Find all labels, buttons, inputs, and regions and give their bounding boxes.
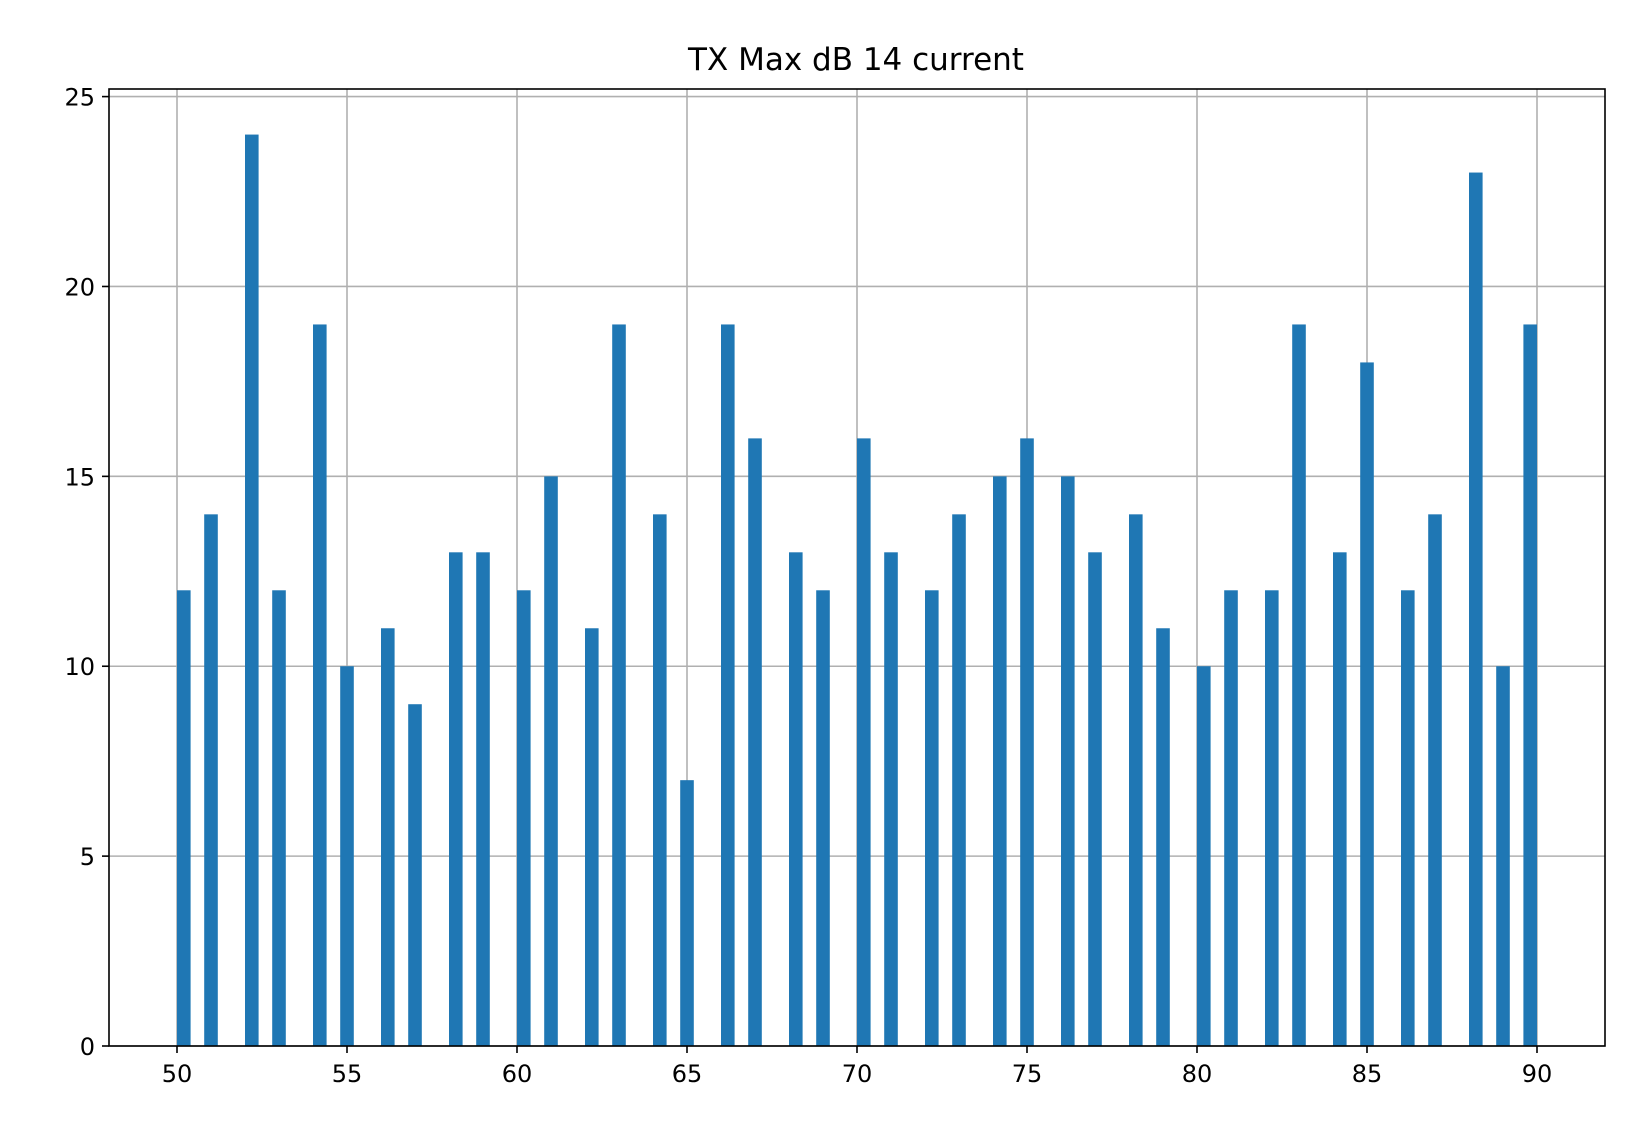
bar [340,666,354,1046]
bar [612,324,626,1046]
bar [1061,476,1075,1046]
bar [1156,628,1170,1046]
y-tick-label: 25 [64,84,95,112]
bar [789,552,803,1046]
y-axis: 0 5 10 15 20 25 [64,84,109,1061]
bar [1129,514,1143,1046]
bar [748,438,762,1046]
x-tick-label: 55 [332,1060,363,1088]
bar [925,590,939,1046]
bar [245,134,259,1047]
bar [1265,590,1279,1046]
bar [517,590,531,1046]
x-tick-label: 85 [1352,1060,1383,1088]
bar [544,476,558,1046]
x-tick-label: 65 [672,1060,703,1088]
bar [884,552,898,1046]
bar [177,590,191,1046]
bar [816,590,830,1046]
bar [585,628,599,1046]
bar [653,514,667,1046]
y-tick-label: 0 [80,1033,95,1061]
bar [1197,666,1211,1046]
x-tick-label: 60 [502,1060,533,1088]
bar [1496,666,1510,1046]
bar [952,514,966,1046]
bar [272,590,286,1046]
bar [1020,438,1034,1046]
y-tick-label: 5 [80,843,95,871]
bars [177,134,1537,1047]
bar [857,438,871,1046]
x-tick-label: 50 [162,1060,193,1088]
bar [1292,324,1306,1046]
bar [381,628,395,1046]
bar [204,514,218,1046]
chart-title: TX Max dB 14 current [687,42,1024,78]
bar [1469,172,1483,1047]
bar [1088,552,1102,1046]
bar [1224,590,1238,1046]
bar [1401,590,1415,1046]
bar [721,324,735,1046]
bar [1428,514,1442,1046]
y-tick-label: 15 [64,463,95,491]
bar [680,780,694,1046]
bar [1523,324,1537,1046]
bar [993,476,1007,1046]
x-tick-label: 80 [1182,1060,1213,1088]
x-axis: 50 55 60 65 70 75 80 85 90 [162,1046,1553,1088]
bar [1360,362,1374,1046]
y-tick-label: 20 [64,273,95,301]
y-tick-label: 10 [64,653,95,681]
bar [408,704,422,1046]
bar [476,552,490,1046]
bar [313,324,327,1046]
x-tick-label: 75 [1012,1060,1043,1088]
bar [449,552,463,1046]
x-tick-label: 90 [1522,1060,1553,1088]
bar [1333,552,1347,1046]
x-tick-label: 70 [842,1060,873,1088]
